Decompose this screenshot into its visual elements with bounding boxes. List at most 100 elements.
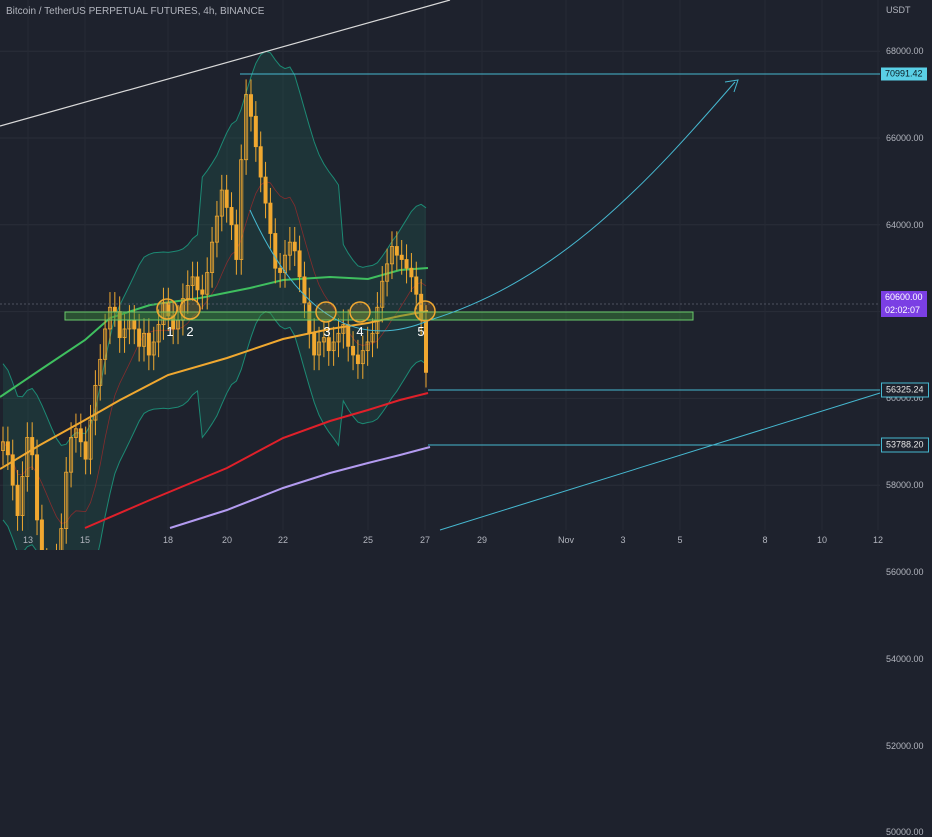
target-price-tag: 70991.42 [881, 67, 927, 81]
touch-point-circle [414, 300, 436, 322]
x-tick-label: 13 [22, 535, 34, 545]
candle-body [98, 358, 103, 386]
x-tick-label: 5 [677, 535, 683, 545]
current-price-tag: 60600.00 02:02:07 [881, 291, 927, 317]
candle-body [146, 332, 151, 356]
level-1-price-tag: 56325.24 [881, 382, 929, 398]
candle-body [258, 146, 263, 178]
current-price-value: 60600.00 [885, 292, 923, 302]
y-tick-label: 66000.00 [886, 133, 924, 143]
candle-body [326, 337, 331, 352]
y-tick-label: 50000.00 [886, 827, 924, 837]
x-tick-label: 15 [79, 535, 91, 545]
candle-body [351, 345, 356, 356]
y-tick-label: 56000.00 [886, 567, 924, 577]
candle-body [156, 324, 161, 343]
candle-body [107, 306, 112, 330]
y-tick-label: 64000.00 [886, 219, 924, 230]
candle-body [331, 341, 336, 352]
candle-body [253, 115, 258, 148]
candle-body [292, 241, 297, 252]
touch-point-label: 2 [186, 324, 194, 339]
trendline-white [0, 0, 451, 127]
currency-label[interactable]: USDT [886, 5, 911, 15]
candle-body [59, 528, 64, 550]
ma-purple [169, 446, 431, 529]
candle-body [263, 176, 268, 204]
candle-body [132, 319, 137, 330]
candle-body [10, 454, 15, 486]
candle-body [389, 246, 394, 265]
x-tick-label: 25 [362, 535, 374, 545]
candle-body [64, 471, 69, 529]
y-tick-label: 60000.00 [886, 393, 924, 404]
candle-body [239, 159, 244, 260]
candle-body [166, 302, 171, 317]
y-tick-label: 52000.00 [886, 740, 924, 751]
candle-body [423, 319, 428, 373]
x-tick-label: 8 [762, 535, 768, 545]
y-tick-label: 54000.00 [886, 653, 924, 664]
candle-body [78, 428, 83, 443]
candle-body [273, 233, 278, 269]
touch-point-circle [179, 298, 201, 320]
candle-body [210, 241, 215, 273]
candle-body [195, 276, 200, 291]
candle-body [35, 454, 40, 521]
ma-red [84, 392, 429, 529]
touch-point-label: 1 [166, 324, 174, 339]
x-tick-label: 29 [476, 535, 488, 545]
projection-arrowhead [724, 79, 739, 93]
candle-body [93, 384, 98, 421]
candle-body [151, 341, 156, 356]
candle-body [15, 484, 20, 516]
grid-lines [0, 50, 880, 486]
candle-body [414, 276, 419, 295]
candle-body [30, 437, 35, 456]
candle-body [112, 306, 117, 313]
candle-body [214, 215, 219, 243]
x-tick-label: 22 [277, 535, 289, 545]
bollinger-fill [3, 51, 426, 550]
touch-point-circle [156, 298, 178, 320]
candle-body [83, 441, 88, 460]
rising-trendline [439, 392, 881, 531]
candle-body [399, 254, 404, 260]
candle-body [88, 419, 93, 460]
touch-point-label: 5 [417, 324, 425, 339]
projection-curve [249, 81, 736, 332]
candle-body [278, 267, 283, 273]
candle-body [409, 267, 414, 278]
candle-body [137, 328, 142, 347]
candle-body [355, 354, 360, 365]
candles [0, 79, 428, 550]
level-2-price-tag: 53788.20 [881, 437, 929, 453]
x-tick-label: Nov [557, 535, 575, 545]
candle-body [248, 94, 253, 117]
candle-body [69, 437, 74, 473]
candle-body [346, 324, 351, 347]
candle-body [268, 202, 273, 234]
candle-body [341, 324, 346, 334]
touch-point-circle [315, 301, 337, 323]
touch-point-label: 4 [356, 324, 364, 339]
candle-body [380, 280, 385, 308]
candle-body [317, 341, 322, 356]
candle-body [394, 246, 399, 256]
candle-body [365, 341, 370, 352]
annotations [0, 0, 881, 531]
x-tick-label: 18 [162, 535, 174, 545]
candle-body [200, 289, 205, 295]
price-chart[interactable] [0, 0, 932, 550]
candle-body [336, 332, 341, 343]
candle-body [244, 94, 249, 161]
bollinger-bands [2, 50, 427, 550]
ma-green [0, 267, 429, 398]
candle-body [73, 428, 78, 438]
y-tick-label: 68000.00 [886, 46, 924, 57]
candle-body [360, 350, 365, 365]
bollinger-basis [2, 180, 427, 524]
candle-body [234, 224, 239, 260]
candle-body [224, 189, 229, 208]
bollinger-upper [2, 50, 427, 446]
